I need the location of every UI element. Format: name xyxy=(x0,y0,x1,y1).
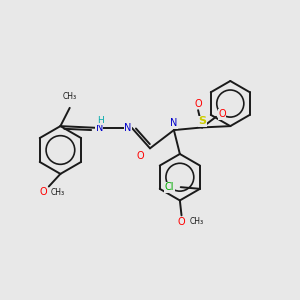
Text: N: N xyxy=(124,123,131,133)
Text: O: O xyxy=(39,187,47,197)
Text: N: N xyxy=(170,118,178,128)
Text: CH₃: CH₃ xyxy=(63,92,77,101)
Text: N: N xyxy=(95,123,103,133)
Text: O: O xyxy=(194,98,202,109)
Text: S: S xyxy=(198,116,206,127)
Text: H: H xyxy=(97,116,104,125)
Text: CH₃: CH₃ xyxy=(190,218,204,226)
Text: O: O xyxy=(218,109,226,119)
Text: Cl: Cl xyxy=(165,182,174,192)
Text: O: O xyxy=(178,217,185,227)
Text: CH₃: CH₃ xyxy=(50,188,64,196)
Text: O: O xyxy=(136,151,144,160)
